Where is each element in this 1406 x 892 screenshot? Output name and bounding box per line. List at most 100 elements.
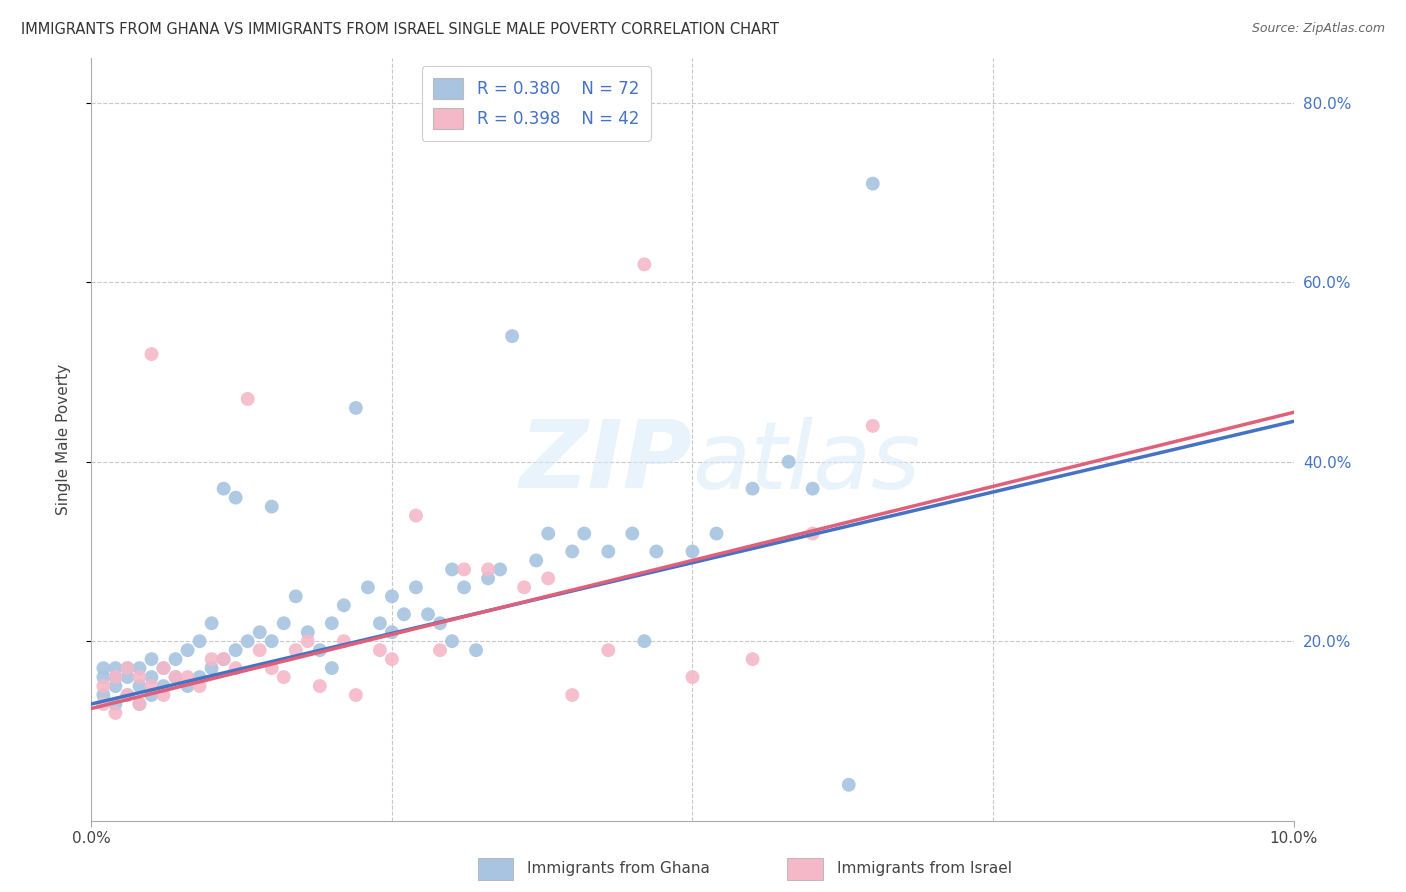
Point	[633, 257, 655, 271]
Point	[273, 616, 295, 631]
Point	[117, 661, 139, 675]
Point	[176, 643, 198, 657]
Point	[778, 455, 800, 469]
Point	[212, 482, 235, 496]
Point	[128, 697, 150, 711]
Point	[201, 616, 224, 631]
Point	[357, 580, 380, 594]
Point	[273, 670, 295, 684]
Point	[681, 670, 703, 684]
Point	[225, 491, 247, 505]
Point	[561, 544, 583, 558]
Point	[513, 580, 536, 594]
Point	[176, 679, 198, 693]
Y-axis label: Single Male Poverty: Single Male Poverty	[56, 364, 70, 515]
Legend: R = 0.380    N = 72, R = 0.398    N = 42: R = 0.380 N = 72, R = 0.398 N = 42	[422, 66, 651, 141]
Point	[416, 607, 439, 622]
Point	[117, 670, 139, 684]
Point	[201, 661, 224, 675]
Point	[838, 778, 860, 792]
Point	[501, 329, 523, 343]
Point	[633, 634, 655, 648]
Point	[706, 526, 728, 541]
Point	[333, 634, 356, 648]
Point	[176, 670, 198, 684]
Point	[453, 580, 475, 594]
Point	[236, 634, 259, 648]
Point	[429, 643, 451, 657]
Point	[93, 697, 115, 711]
Point	[333, 599, 356, 613]
Point	[188, 679, 211, 693]
Point	[117, 661, 139, 675]
Point	[188, 634, 211, 648]
Point	[225, 643, 247, 657]
Point	[128, 670, 150, 684]
Text: IMMIGRANTS FROM GHANA VS IMMIGRANTS FROM ISRAEL SINGLE MALE POVERTY CORRELATION : IMMIGRANTS FROM GHANA VS IMMIGRANTS FROM…	[21, 22, 779, 37]
Point	[308, 643, 330, 657]
Point	[284, 643, 307, 657]
Point	[429, 616, 451, 631]
Point	[621, 526, 644, 541]
Point	[152, 688, 174, 702]
Point	[284, 590, 307, 604]
Point	[236, 392, 259, 406]
Point	[93, 679, 115, 693]
Point	[741, 482, 763, 496]
Point	[141, 679, 163, 693]
Point	[741, 652, 763, 666]
Point	[392, 607, 415, 622]
Point	[405, 580, 427, 594]
Point	[297, 634, 319, 648]
Text: ZIP: ZIP	[520, 417, 692, 508]
Point	[104, 661, 127, 675]
Point	[344, 401, 367, 415]
Text: Immigrants from Ghana: Immigrants from Ghana	[527, 862, 710, 876]
Point	[368, 616, 391, 631]
Point	[201, 652, 224, 666]
Point	[477, 562, 499, 576]
Point	[344, 688, 367, 702]
Point	[152, 679, 174, 693]
Point	[152, 661, 174, 675]
Point	[801, 482, 824, 496]
Text: atlas: atlas	[692, 417, 921, 508]
Point	[128, 679, 150, 693]
Point	[598, 643, 620, 657]
Point	[93, 670, 115, 684]
Point	[188, 670, 211, 684]
Point	[537, 526, 560, 541]
Text: Source: ZipAtlas.com: Source: ZipAtlas.com	[1251, 22, 1385, 36]
Point	[308, 679, 330, 693]
Point	[212, 652, 235, 666]
Point	[465, 643, 488, 657]
Point	[117, 688, 139, 702]
Point	[165, 652, 187, 666]
Point	[141, 347, 163, 361]
Point	[477, 571, 499, 585]
Point	[321, 661, 343, 675]
Point	[681, 544, 703, 558]
Point	[598, 544, 620, 558]
Point	[225, 661, 247, 675]
Point	[104, 670, 127, 684]
Point	[104, 706, 127, 720]
Point	[165, 670, 187, 684]
Point	[537, 571, 560, 585]
Point	[440, 562, 463, 576]
Point	[93, 661, 115, 675]
Point	[104, 670, 127, 684]
Point	[297, 625, 319, 640]
Point	[368, 643, 391, 657]
Point	[128, 697, 150, 711]
Point	[165, 670, 187, 684]
Point	[801, 526, 824, 541]
Point	[141, 688, 163, 702]
Point	[260, 634, 283, 648]
Point	[381, 652, 404, 666]
Point	[93, 688, 115, 702]
Point	[212, 652, 235, 666]
Point	[862, 418, 884, 433]
Point	[104, 697, 127, 711]
Point	[128, 661, 150, 675]
